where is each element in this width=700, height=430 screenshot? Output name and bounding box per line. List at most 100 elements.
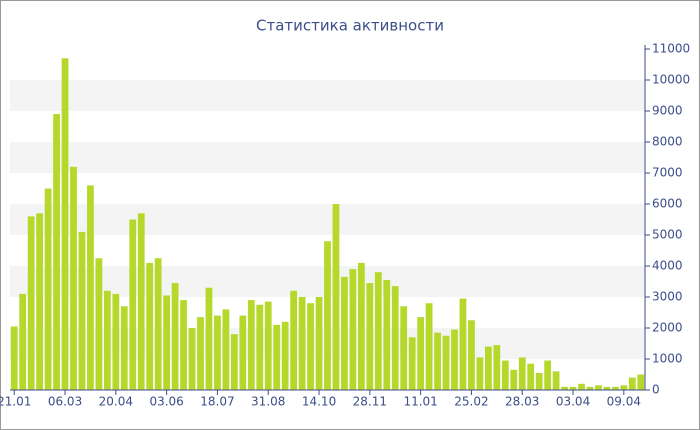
bar [281,321,289,390]
bar [357,262,365,390]
bar [44,188,52,390]
y-tick-label: 8000 [652,135,683,149]
bar [307,303,314,390]
y-tick-label: 2000 [652,321,683,335]
bar [434,332,441,390]
bar [163,295,171,390]
bar [247,300,255,390]
bar [214,315,221,390]
bar [120,306,128,390]
bar [603,386,611,390]
bar [341,276,348,390]
bar [637,374,645,390]
bar [383,279,391,390]
bar [586,386,594,390]
bar [61,58,69,391]
x-tick-label: 31.08 [251,395,285,409]
grid-band [10,204,645,235]
grid-band [10,142,645,173]
x-tick-label: 11.01 [403,395,437,409]
bar [595,385,602,390]
x-tick-label: 20.04 [99,395,133,409]
bar [501,360,509,390]
bar [315,297,323,390]
bar [180,300,187,390]
chart-title: Статистика активности [256,17,444,35]
bar [332,204,340,390]
bar [103,290,111,390]
bar [70,166,77,390]
bar [171,283,179,390]
bar [620,385,628,390]
bar [611,386,619,390]
bar [36,213,44,390]
bar [239,315,247,390]
bar [349,269,357,390]
bar [578,383,585,390]
y-tick-label: 10000 [652,73,690,87]
bar [468,320,475,390]
bar [95,258,103,390]
bar [417,317,425,390]
x-tick-label: 28.11 [353,395,387,409]
x-tick-label: 14.10 [302,395,336,409]
bar [535,372,543,390]
bar [366,283,374,390]
bar [146,262,154,390]
y-tick-label: 11000 [652,42,690,56]
y-tick-label: 3000 [652,290,683,304]
bar [10,326,18,390]
x-tick-label: 25.02 [454,395,488,409]
y-tick-label: 6000 [652,197,683,211]
bar [510,369,518,390]
bar [324,241,331,390]
x-tick-label: 18.07 [200,395,234,409]
x-tick-label: 06.03 [48,395,82,409]
bar [476,357,484,390]
bar [137,213,145,390]
bar [442,335,450,390]
x-tick-label: 21.01 [0,395,31,409]
bar [552,371,560,390]
x-tick-label: 03.06 [149,395,183,409]
bar [451,329,458,390]
x-tick-label: 09.04 [607,395,641,409]
bar [188,328,196,390]
y-tick-label: 1000 [652,352,683,366]
bar [230,334,238,390]
bar [87,185,94,390]
bar [518,357,526,390]
y-tick-label: 5000 [652,228,683,242]
y-tick-label: 0 [652,383,660,397]
bar [400,306,408,390]
bar [112,293,120,390]
y-tick-label: 4000 [652,259,683,273]
bar [425,303,433,390]
bar [544,360,552,390]
bar [484,346,492,390]
bar [527,363,535,390]
bar [19,293,27,390]
bar [222,309,230,390]
bar [273,324,281,390]
bar [391,286,399,390]
x-tick-label: 03.04 [556,395,590,409]
bar [53,114,60,390]
grid-band [10,80,645,111]
bar [205,287,213,390]
y-tick-label: 9000 [652,104,683,118]
bar [264,301,272,390]
bar [256,304,264,390]
bar [290,290,298,390]
bar [27,216,35,390]
bar [628,377,636,390]
bar [129,219,137,390]
bar [561,386,568,390]
bar [408,337,416,390]
bar [197,317,204,390]
y-tick-label: 7000 [652,166,683,180]
bar [459,298,467,390]
bar [569,386,577,390]
